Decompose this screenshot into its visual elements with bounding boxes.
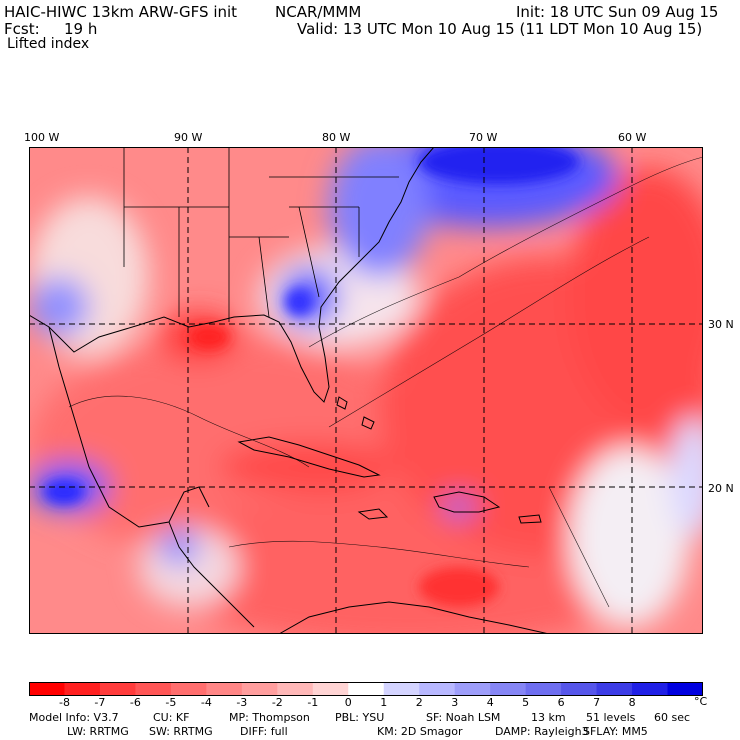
field-east-pale [569, 447, 689, 627]
model-info-item: MP: Thompson [229, 711, 310, 724]
colorbar-swatch [29, 682, 65, 696]
colorbar-swatch [241, 682, 278, 696]
contour-2 [328, 236, 650, 428]
valid-time: Valid: 13 UTC Mon 10 Aug 15 (11 LDT Mon … [297, 20, 703, 38]
colorbar-tick-label: -3 [236, 696, 248, 709]
colorbar-swatch [454, 682, 491, 696]
coast-mexico [48, 326, 210, 528]
contour-4 [228, 540, 530, 568]
coast-hispaniola [433, 491, 501, 513]
model-info-item: PBL: YSU [335, 711, 385, 724]
model-title: HAIC-HIWC 13km ARW-GFS init [4, 3, 238, 21]
colorbar-tick-label: -1 [307, 696, 319, 709]
colorbar-tick-label: -8 [59, 696, 70, 709]
colorbar [29, 681, 704, 700]
colorbar-tick-label: -2 [271, 696, 283, 709]
colorbar-tick-label: -4 [200, 696, 212, 709]
model-info-item: 13 km [531, 711, 566, 724]
colorbar-tick-label: 6 [557, 696, 565, 709]
model-info-item: 60 sec [654, 711, 691, 724]
colorbar-swatch [490, 682, 527, 696]
model-info-item: SFLAY: MM5 [583, 725, 648, 738]
colorbar-swatch [206, 682, 243, 696]
colorbar-tick-label: 5 [522, 696, 530, 709]
model-info-item: SW: RRTMG [149, 725, 213, 738]
coast-south-america [278, 601, 550, 634]
contour-1 [308, 156, 703, 348]
coast-bahamas-2 [361, 416, 375, 430]
field-gulf-core [189, 325, 229, 349]
field-name: Lifted index [7, 36, 90, 52]
field-va-blue [329, 147, 429, 277]
colorbar-tick-label: -7 [94, 696, 106, 709]
field-hisp-blue [443, 497, 475, 517]
model-info-item: SF: Noah LSM [426, 711, 501, 724]
colorbar-swatch [277, 682, 314, 696]
colorbar-swatch [596, 682, 633, 696]
colorbar-tick-label: -6 [129, 696, 141, 709]
coast-central-america [168, 521, 255, 628]
coast-puerto-rico [518, 514, 542, 524]
lat-label-30n: 30 N [708, 318, 734, 331]
lon-label-80w: 80 W [322, 131, 351, 144]
field-east-edge [669, 417, 703, 537]
lon-label-90w: 90 W [174, 131, 203, 144]
forecast-hour: 19 h [64, 20, 98, 38]
colorbar-tick-label: -5 [165, 696, 177, 709]
coast-us [29, 147, 435, 403]
model-info-item: LW: RRTMG [67, 725, 129, 738]
org-label: NCAR/MMM [275, 3, 362, 21]
colorbar-unit: °C [694, 695, 708, 708]
model-info-item: DAMP: Rayleigh3 [495, 725, 589, 738]
colorbar-tick-label: 3 [451, 696, 459, 709]
lon-label-100w: 100 W [24, 131, 60, 144]
lat-label-20n: 20 N [708, 482, 734, 495]
init-time: Init: 18 UTC Sun 09 Aug 15 [516, 3, 719, 21]
contour-5 [548, 486, 610, 608]
model-info-item: CU: KF [153, 711, 190, 724]
colorbar-tick-label: 2 [415, 696, 423, 709]
lon-label-60w: 60 W [618, 131, 647, 144]
contour-3 [68, 395, 310, 468]
colorbar-tick-label: 1 [380, 696, 388, 709]
field-tx-blue [29, 277, 89, 337]
colorbar-swatch [383, 682, 420, 696]
colorbar-tick-label: 4 [486, 696, 494, 709]
colorbar-swatch [525, 682, 562, 696]
coast-jamaica [357, 508, 389, 520]
colorbar-swatch [64, 682, 101, 696]
model-info-item: 51 levels [586, 711, 636, 724]
colorbar-swatch [170, 682, 207, 696]
field-carib-core [419, 567, 499, 607]
colorbar-tick-label: 8 [628, 696, 636, 709]
model-info-item: KM: 2D Smagor [377, 725, 463, 738]
colorbar-swatch [135, 682, 172, 696]
colorbar-swatch [667, 682, 704, 696]
border-states [123, 147, 399, 322]
model-info-item: DIFF: full [240, 725, 288, 738]
coast-bahamas-1 [336, 396, 348, 410]
field-mx-core [44, 480, 84, 504]
colorbar-tick-label: 0 [344, 696, 352, 709]
field-ne-core [419, 147, 579, 184]
colorbar-swatch [632, 682, 669, 696]
lifted-index-map [29, 147, 703, 634]
field-atlantic-ne [569, 167, 703, 427]
forecast-label: Fcst: [4, 20, 40, 38]
colorbar-tick-label: 7 [593, 696, 601, 709]
colorbar-swatch [312, 682, 349, 696]
colorbar-swatch [348, 682, 385, 696]
colorbar-swatch [99, 682, 136, 696]
map-border [29, 147, 703, 634]
field-ga-core [285, 288, 313, 316]
colorbar-swatch [419, 682, 456, 696]
colorbar-swatch [561, 682, 598, 696]
lon-label-70w: 70 W [469, 131, 498, 144]
coast-cuba [237, 436, 381, 478]
model-info-item: Model Info: V3.7 [29, 711, 119, 724]
colorbar-border [29, 682, 703, 696]
